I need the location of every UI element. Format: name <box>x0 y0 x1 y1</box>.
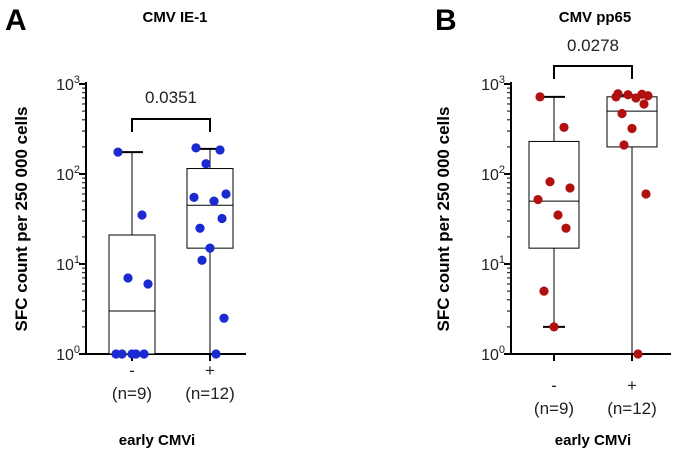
panel-letter: A <box>5 4 27 37</box>
data-point <box>565 183 575 193</box>
data-point <box>619 140 629 150</box>
data-point <box>117 349 127 359</box>
y-tick-label: 100 <box>481 344 505 364</box>
box-iqr <box>186 168 234 249</box>
data-point <box>137 210 147 220</box>
x-category-symbol: - <box>129 361 135 380</box>
data-point <box>205 243 215 253</box>
y-tick-label: 102 <box>56 164 80 184</box>
x-category-symbol: - <box>551 376 557 395</box>
x-category-symbol: + <box>205 361 215 380</box>
y-axis-label: SFC count per 250 000 cells <box>434 107 453 332</box>
data-point <box>191 143 201 153</box>
box-iqr <box>108 234 156 355</box>
data-point <box>123 273 133 283</box>
y-tick-label: 103 <box>56 74 80 94</box>
data-point <box>549 322 559 332</box>
chart-title: CMV pp65 <box>559 9 632 26</box>
data-point <box>633 349 643 359</box>
data-point <box>189 192 199 202</box>
data-point <box>533 194 543 205</box>
x-axis-label: early CMVi <box>555 432 631 449</box>
data-point <box>641 189 651 199</box>
y-tick-label: 101 <box>56 254 80 274</box>
panel-letter: B <box>435 4 457 37</box>
y-tick-label: 102 <box>481 164 505 184</box>
data-point <box>553 210 563 220</box>
panel-a: A CMV IE-1 SFC count per 250 000 cells earl… <box>5 4 246 449</box>
data-point <box>217 213 227 224</box>
x-category-n: (n=9) <box>112 384 152 403</box>
box-iqr <box>528 140 580 249</box>
data-point <box>201 159 211 169</box>
x-category-n: (n=12) <box>607 399 657 418</box>
p-value-label: 0.0278 <box>567 36 619 55</box>
data-point <box>617 108 627 119</box>
p-value-label: 0.0351 <box>145 88 197 107</box>
significance-bracket <box>553 65 633 79</box>
y-axis-label: SFC count per 250 000 cells <box>12 107 31 332</box>
data-point <box>127 349 137 359</box>
y-tick-label: 100 <box>56 344 80 364</box>
data-point <box>209 196 219 206</box>
x-axis-label: early CMVi <box>119 432 195 449</box>
data-point <box>139 349 149 359</box>
chart-title: CMV IE-1 <box>142 9 207 26</box>
data-point <box>219 313 229 323</box>
data-point <box>113 147 123 157</box>
data-point <box>539 286 549 296</box>
panel-b: B CMV pp65 SFC count per 250 000 cells earl… <box>434 4 671 449</box>
x-category-n: (n=12) <box>185 384 235 403</box>
box-iqr <box>606 96 658 148</box>
data-point <box>195 223 205 233</box>
data-point <box>211 349 221 359</box>
data-point <box>535 92 545 102</box>
data-point <box>197 255 207 265</box>
y-tick-label: 103 <box>481 74 505 94</box>
data-point <box>639 99 649 109</box>
y-tick-label: 101 <box>481 254 505 274</box>
data-point <box>221 189 231 199</box>
x-category-n: (n=9) <box>534 399 574 418</box>
data-point <box>143 279 153 289</box>
data-point <box>623 90 633 100</box>
data-point <box>215 145 225 155</box>
data-point <box>561 223 571 233</box>
data-point <box>611 92 621 102</box>
data-point <box>559 122 569 132</box>
data-point <box>643 91 653 101</box>
significance-bracket <box>131 118 211 132</box>
data-point <box>627 123 637 134</box>
x-category-symbol: + <box>627 376 637 395</box>
data-point <box>631 93 641 103</box>
data-point <box>545 177 555 187</box>
